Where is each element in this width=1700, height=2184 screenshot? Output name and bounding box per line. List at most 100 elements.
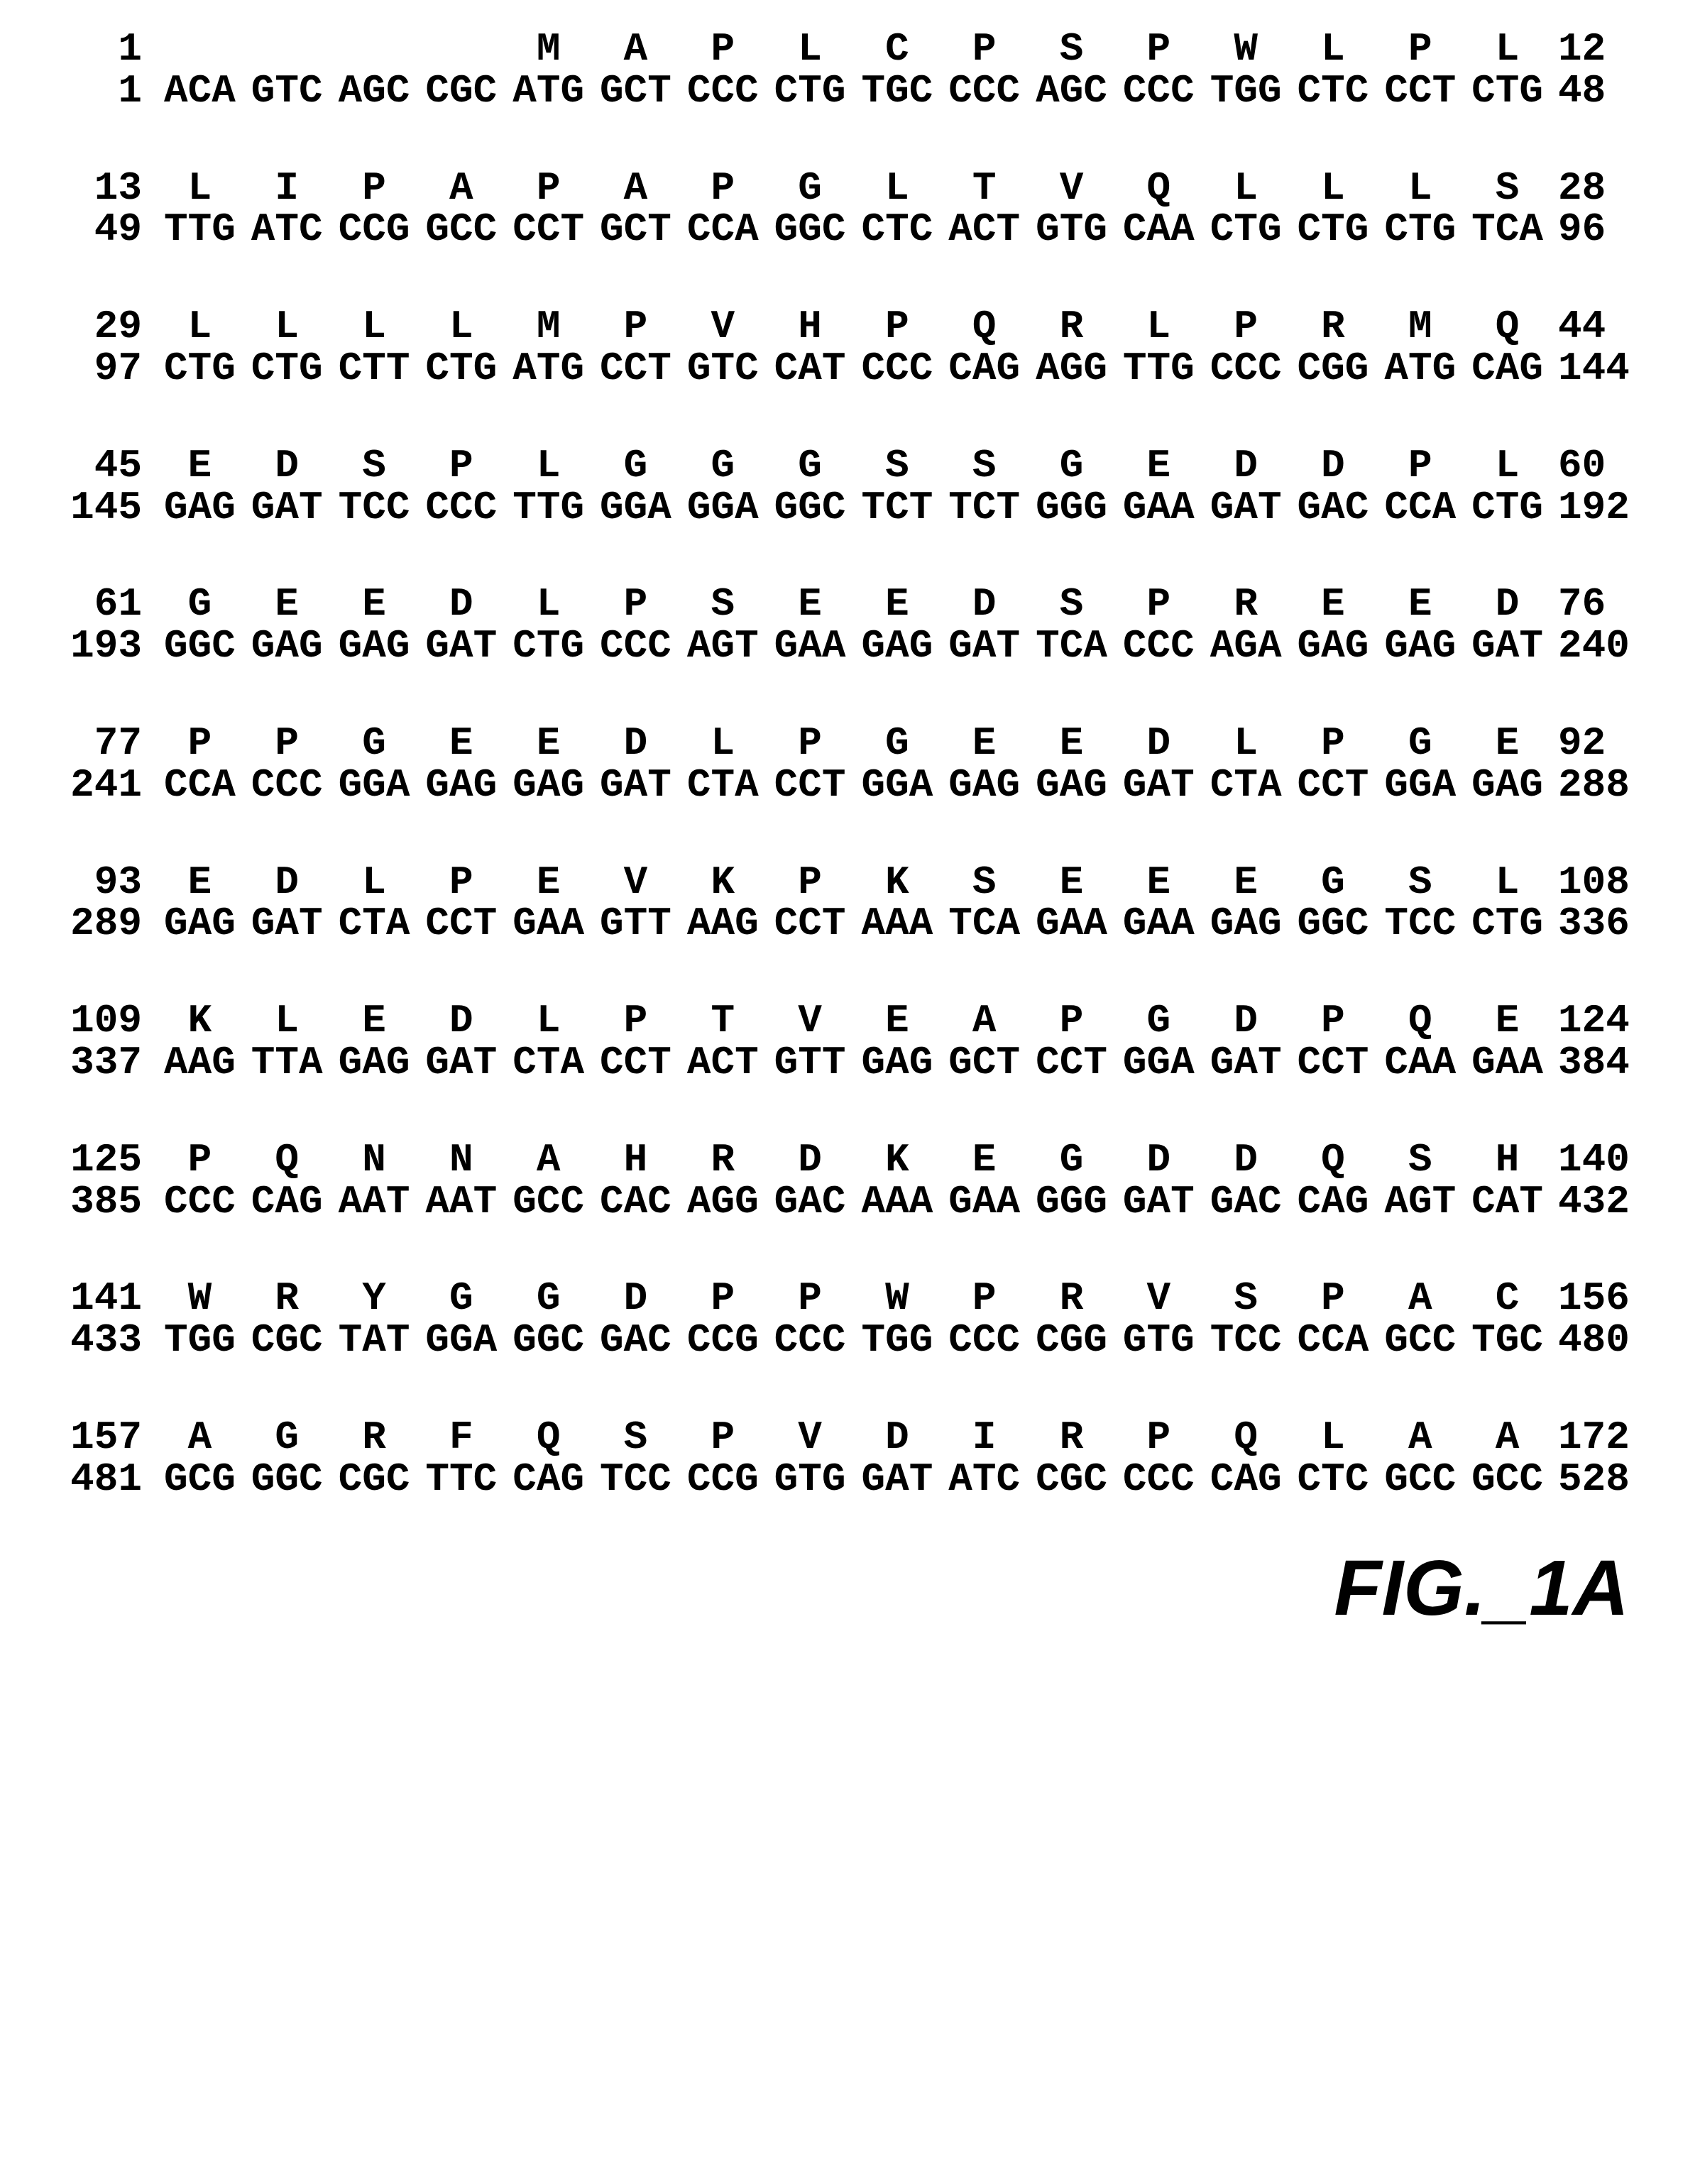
codon-column: STCT xyxy=(941,445,1028,529)
amino-acid-letter: D xyxy=(243,862,331,904)
codon-triplet: CTG xyxy=(1464,70,1551,112)
amino-acid-letter: Q xyxy=(1202,1417,1290,1459)
codon-triplet: GAG xyxy=(1376,625,1464,667)
codon-column: SAGT xyxy=(679,583,767,667)
amino-acid-letter: P xyxy=(767,862,854,904)
codon-columns: AGCGGGGCRCGCFTTCQCAGSTCCPCCGVGTGDGATIATC… xyxy=(156,1417,1551,1500)
codon-triplet: CAG xyxy=(1464,348,1551,390)
codon-column: EGAG xyxy=(1376,583,1464,667)
codon-triplet: GAC xyxy=(592,1319,679,1361)
sequence-block: 11 ACA GTC AGC CGCMATGAGCTPCCCLCTGCTGCPC… xyxy=(14,28,1686,112)
codon-triplet: ATG xyxy=(1376,348,1464,390)
codon-column: VGTG xyxy=(1115,1278,1202,1361)
codon-column: PCCG xyxy=(331,168,418,251)
amino-acid-letter: E xyxy=(417,723,505,764)
codon-triplet: CAG xyxy=(243,1181,331,1223)
codon-triplet: CCC xyxy=(941,1319,1028,1361)
amino-acid-letter: D xyxy=(592,723,679,764)
amino-acid-letter: L xyxy=(679,723,767,764)
codon-triplet: CCG xyxy=(679,1459,767,1500)
codon-triplet: TTG xyxy=(156,209,243,251)
figure-label: FIG._1A xyxy=(14,1543,1686,1633)
right-position-numbers: 2896 xyxy=(1551,168,1686,251)
codon-column: LCTA xyxy=(331,862,418,945)
codon-column: LTTG xyxy=(1115,306,1202,390)
codon-column: EGAA xyxy=(505,862,592,945)
codon-column: EGAG xyxy=(156,445,243,529)
amino-acid-letter: L xyxy=(156,168,243,209)
codon-column: GGGC xyxy=(767,445,854,529)
amino-acid-letter: G xyxy=(1028,445,1115,487)
codon-triplet: TCT xyxy=(941,487,1028,529)
sequence-alignment-figure: 11 ACA GTC AGC CGCMATGAGCTPCCCLCTGCTGCPC… xyxy=(14,28,1686,1500)
left-position-numbers: 157481 xyxy=(14,1417,156,1500)
amino-acid-letter: Q xyxy=(1115,168,1202,209)
codon-triplet: AAG xyxy=(679,903,767,945)
codon-triplet: GCC xyxy=(1376,1459,1464,1500)
codon-column: WTGG xyxy=(854,1278,941,1361)
codon-triplet: GAG xyxy=(156,487,243,529)
codon-column: LTTG xyxy=(156,168,243,251)
codon-column: LCTG xyxy=(505,583,592,667)
codon-column: LCTC xyxy=(1290,28,1377,112)
codon-column: KAAG xyxy=(156,1000,243,1084)
amino-acid-letter: S xyxy=(679,583,767,625)
codon-triplet: CTC xyxy=(1290,70,1377,112)
codon-columns: WTGGRCGCYTATGGGAGGGCDGACPCCGPCCCWTGGPCCC… xyxy=(156,1278,1551,1361)
amino-acid-letter: L xyxy=(417,306,505,348)
amino-acid-letter: P xyxy=(679,28,767,70)
codon-column: VGTG xyxy=(1028,168,1115,251)
codon-triplet: AGG xyxy=(679,1181,767,1223)
nt-start-number: 289 xyxy=(14,903,142,945)
amino-acid-letter: K xyxy=(854,1139,941,1181)
codon-column: HCAT xyxy=(767,306,854,390)
nt-end-number: 432 xyxy=(1558,1181,1686,1223)
codon-column: EGAG xyxy=(331,1000,418,1084)
amino-acid-letter: E xyxy=(1376,583,1464,625)
amino-acid-letter: A xyxy=(1376,1278,1464,1319)
amino-acid-letter: P xyxy=(331,168,418,209)
codon-column: QCAA xyxy=(1115,168,1202,251)
amino-acid-letter: E xyxy=(505,862,592,904)
amino-acid-letter: D xyxy=(1290,445,1377,487)
codon-column: EGAA xyxy=(767,583,854,667)
codon-columns: GGGCEGAGEGAGDGATLCTGPCCCSAGTEGAAEGAGDGAT… xyxy=(156,583,1551,667)
codon-triplet: GAC xyxy=(1290,487,1377,529)
codon-triplet: CCC xyxy=(592,625,679,667)
amino-acid-letter: G xyxy=(1028,1139,1115,1181)
codon-column: EGAG xyxy=(243,583,331,667)
amino-acid-letter: H xyxy=(592,1139,679,1181)
amino-acid-letter: D xyxy=(417,583,505,625)
aa-start-number: 61 xyxy=(14,583,142,625)
amino-acid-letter: P xyxy=(767,1278,854,1319)
codon-column: EGAG xyxy=(941,723,1028,806)
codon-triplet: GCT xyxy=(941,1042,1028,1084)
amino-acid-letter: L xyxy=(243,1000,331,1042)
amino-acid-letter: P xyxy=(679,1278,767,1319)
amino-acid-letter: R xyxy=(1202,583,1290,625)
amino-acid-letter: L xyxy=(505,583,592,625)
codon-triplet: CTA xyxy=(331,903,418,945)
codon-columns: LTTGIATCPCCGAGCCPCCTAGCTPCCAGGGCLCTCTACT… xyxy=(156,168,1551,251)
amino-acid-letter: G xyxy=(854,723,941,764)
codon-column: LCTC xyxy=(1290,1417,1377,1500)
codon-triplet: ATC xyxy=(941,1459,1028,1500)
codon-triplet: CAG xyxy=(1290,1181,1377,1223)
amino-acid-letter: P xyxy=(156,723,243,764)
amino-acid-letter: D xyxy=(1115,1139,1202,1181)
amino-acid-letter: P xyxy=(1290,1278,1377,1319)
aa-start-number: 45 xyxy=(14,445,142,487)
amino-acid-letter: V xyxy=(767,1417,854,1459)
codon-column: VGTT xyxy=(767,1000,854,1084)
codon-triplet: TGG xyxy=(156,1319,243,1361)
codon-column: IATC xyxy=(243,168,331,251)
codon-triplet: CCC xyxy=(243,764,331,806)
codon-column: SAGT xyxy=(1376,1139,1464,1223)
aa-end-number: 44 xyxy=(1558,306,1686,348)
codon-column: LCTG xyxy=(1464,862,1551,945)
amino-acid-letter: R xyxy=(1028,306,1115,348)
codon-column: RCGG xyxy=(1290,306,1377,390)
amino-acid-letter: L xyxy=(1464,445,1551,487)
left-position-numbers: 77241 xyxy=(14,723,156,806)
codon-triplet: GGG xyxy=(1028,1181,1115,1223)
